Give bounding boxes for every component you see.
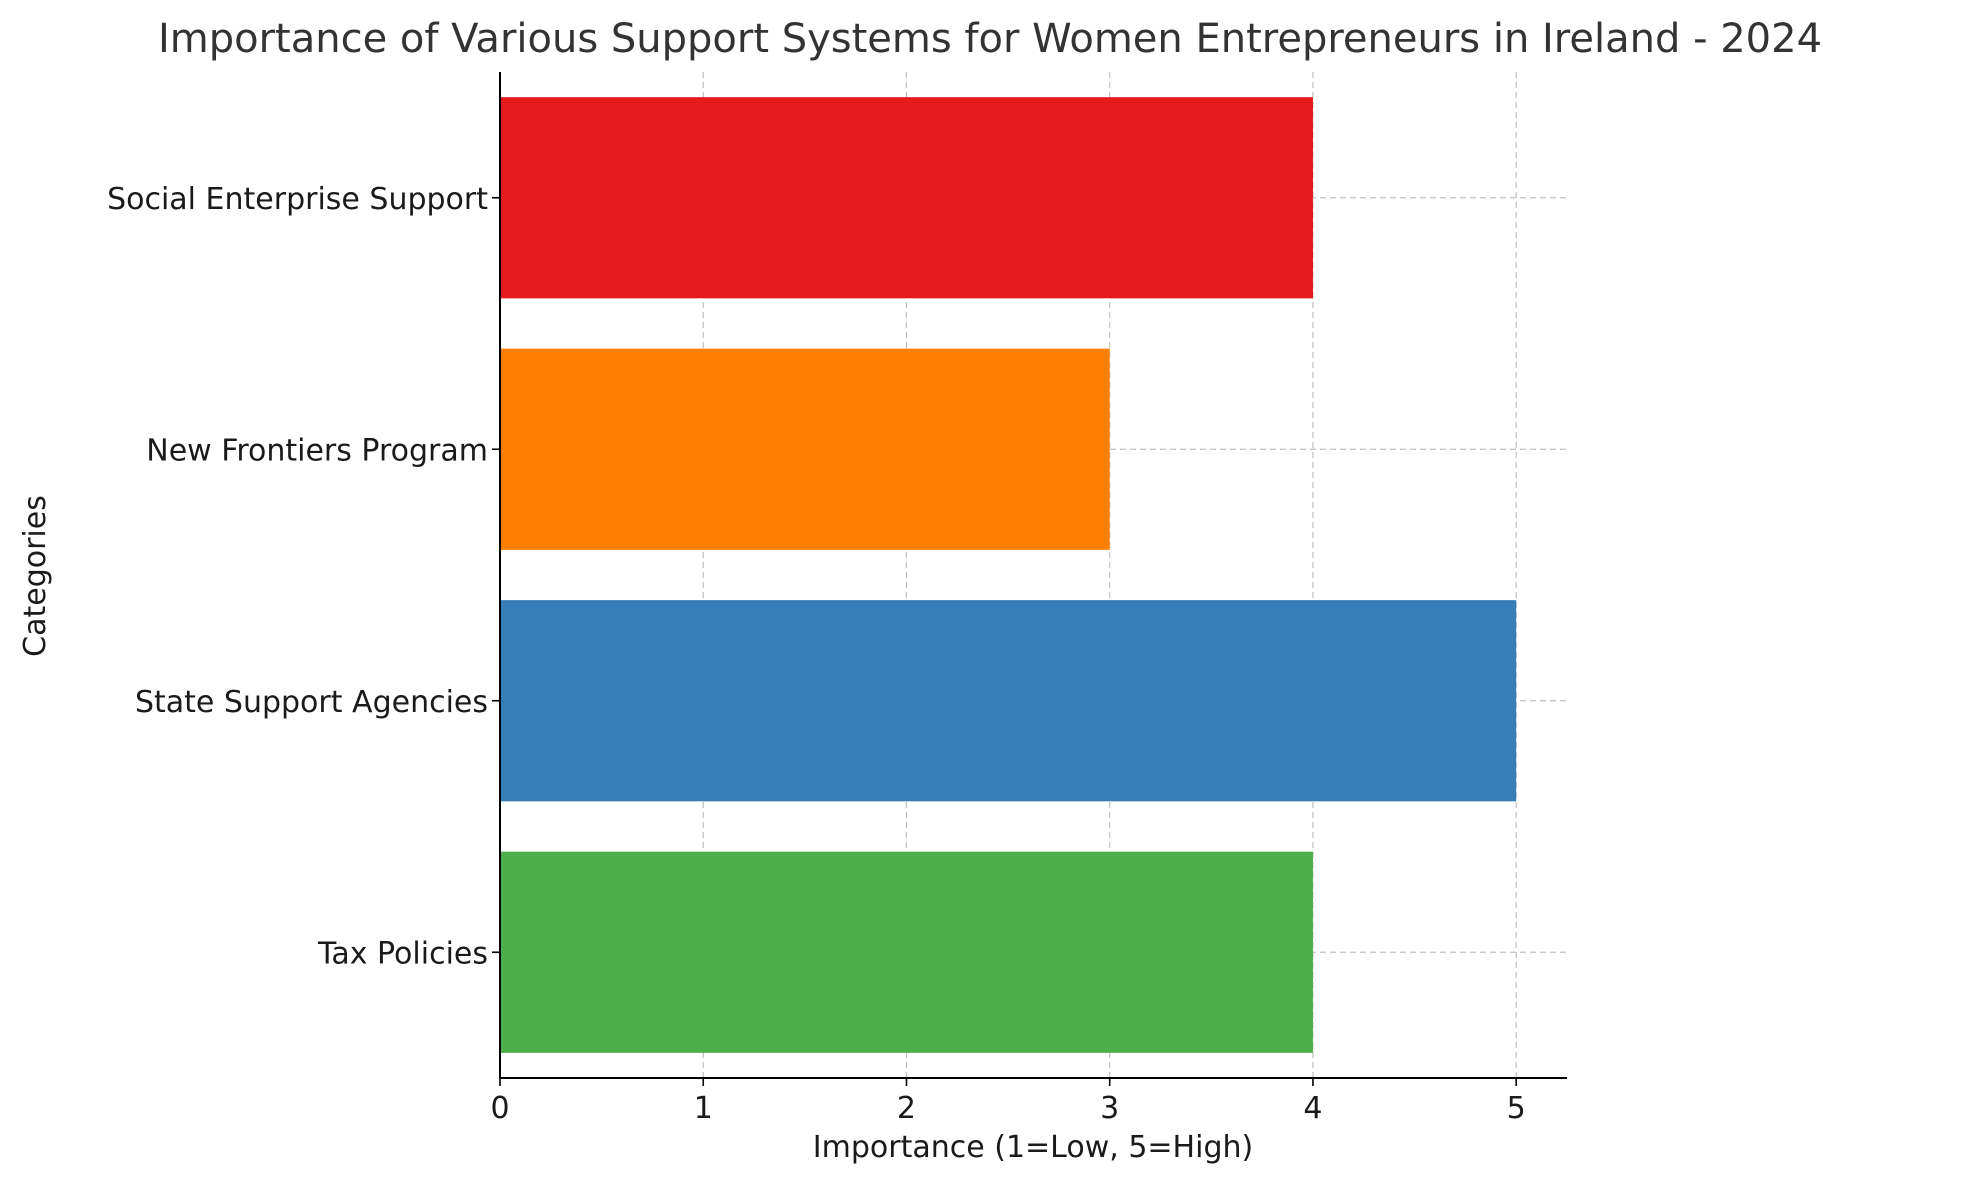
x-tick-label: 3 (1100, 1091, 1119, 1126)
x-tick-label: 1 (694, 1091, 713, 1126)
chart-title: Importance of Various Support Systems fo… (158, 16, 1822, 62)
x-tick-label: 0 (490, 1091, 509, 1126)
x-tick-label: 5 (1507, 1091, 1526, 1126)
bars (500, 97, 1517, 1053)
y-tick-label: State Support Agencies (135, 685, 488, 720)
y-tick-label: New Frontiers Program (146, 433, 488, 468)
x-tick-label: 4 (1303, 1091, 1322, 1126)
y-axis-label: Categories (18, 495, 53, 657)
bar (500, 851, 1313, 1053)
y-tick-label: Social Enterprise Support (107, 182, 488, 217)
y-ticks: Tax Policies State Support Agencies New Fr… (107, 182, 500, 971)
bar (500, 348, 1110, 550)
y-tick-label: Tax Policies (317, 936, 488, 971)
bar (500, 97, 1313, 299)
x-tick-label: 2 (897, 1091, 916, 1126)
bar (500, 600, 1517, 802)
x-axis-label: Importance (1=Low, 5=High) (813, 1130, 1253, 1165)
axes (499, 72, 1567, 1079)
x-ticks: 0 1 2 3 4 5 (490, 1078, 1526, 1126)
